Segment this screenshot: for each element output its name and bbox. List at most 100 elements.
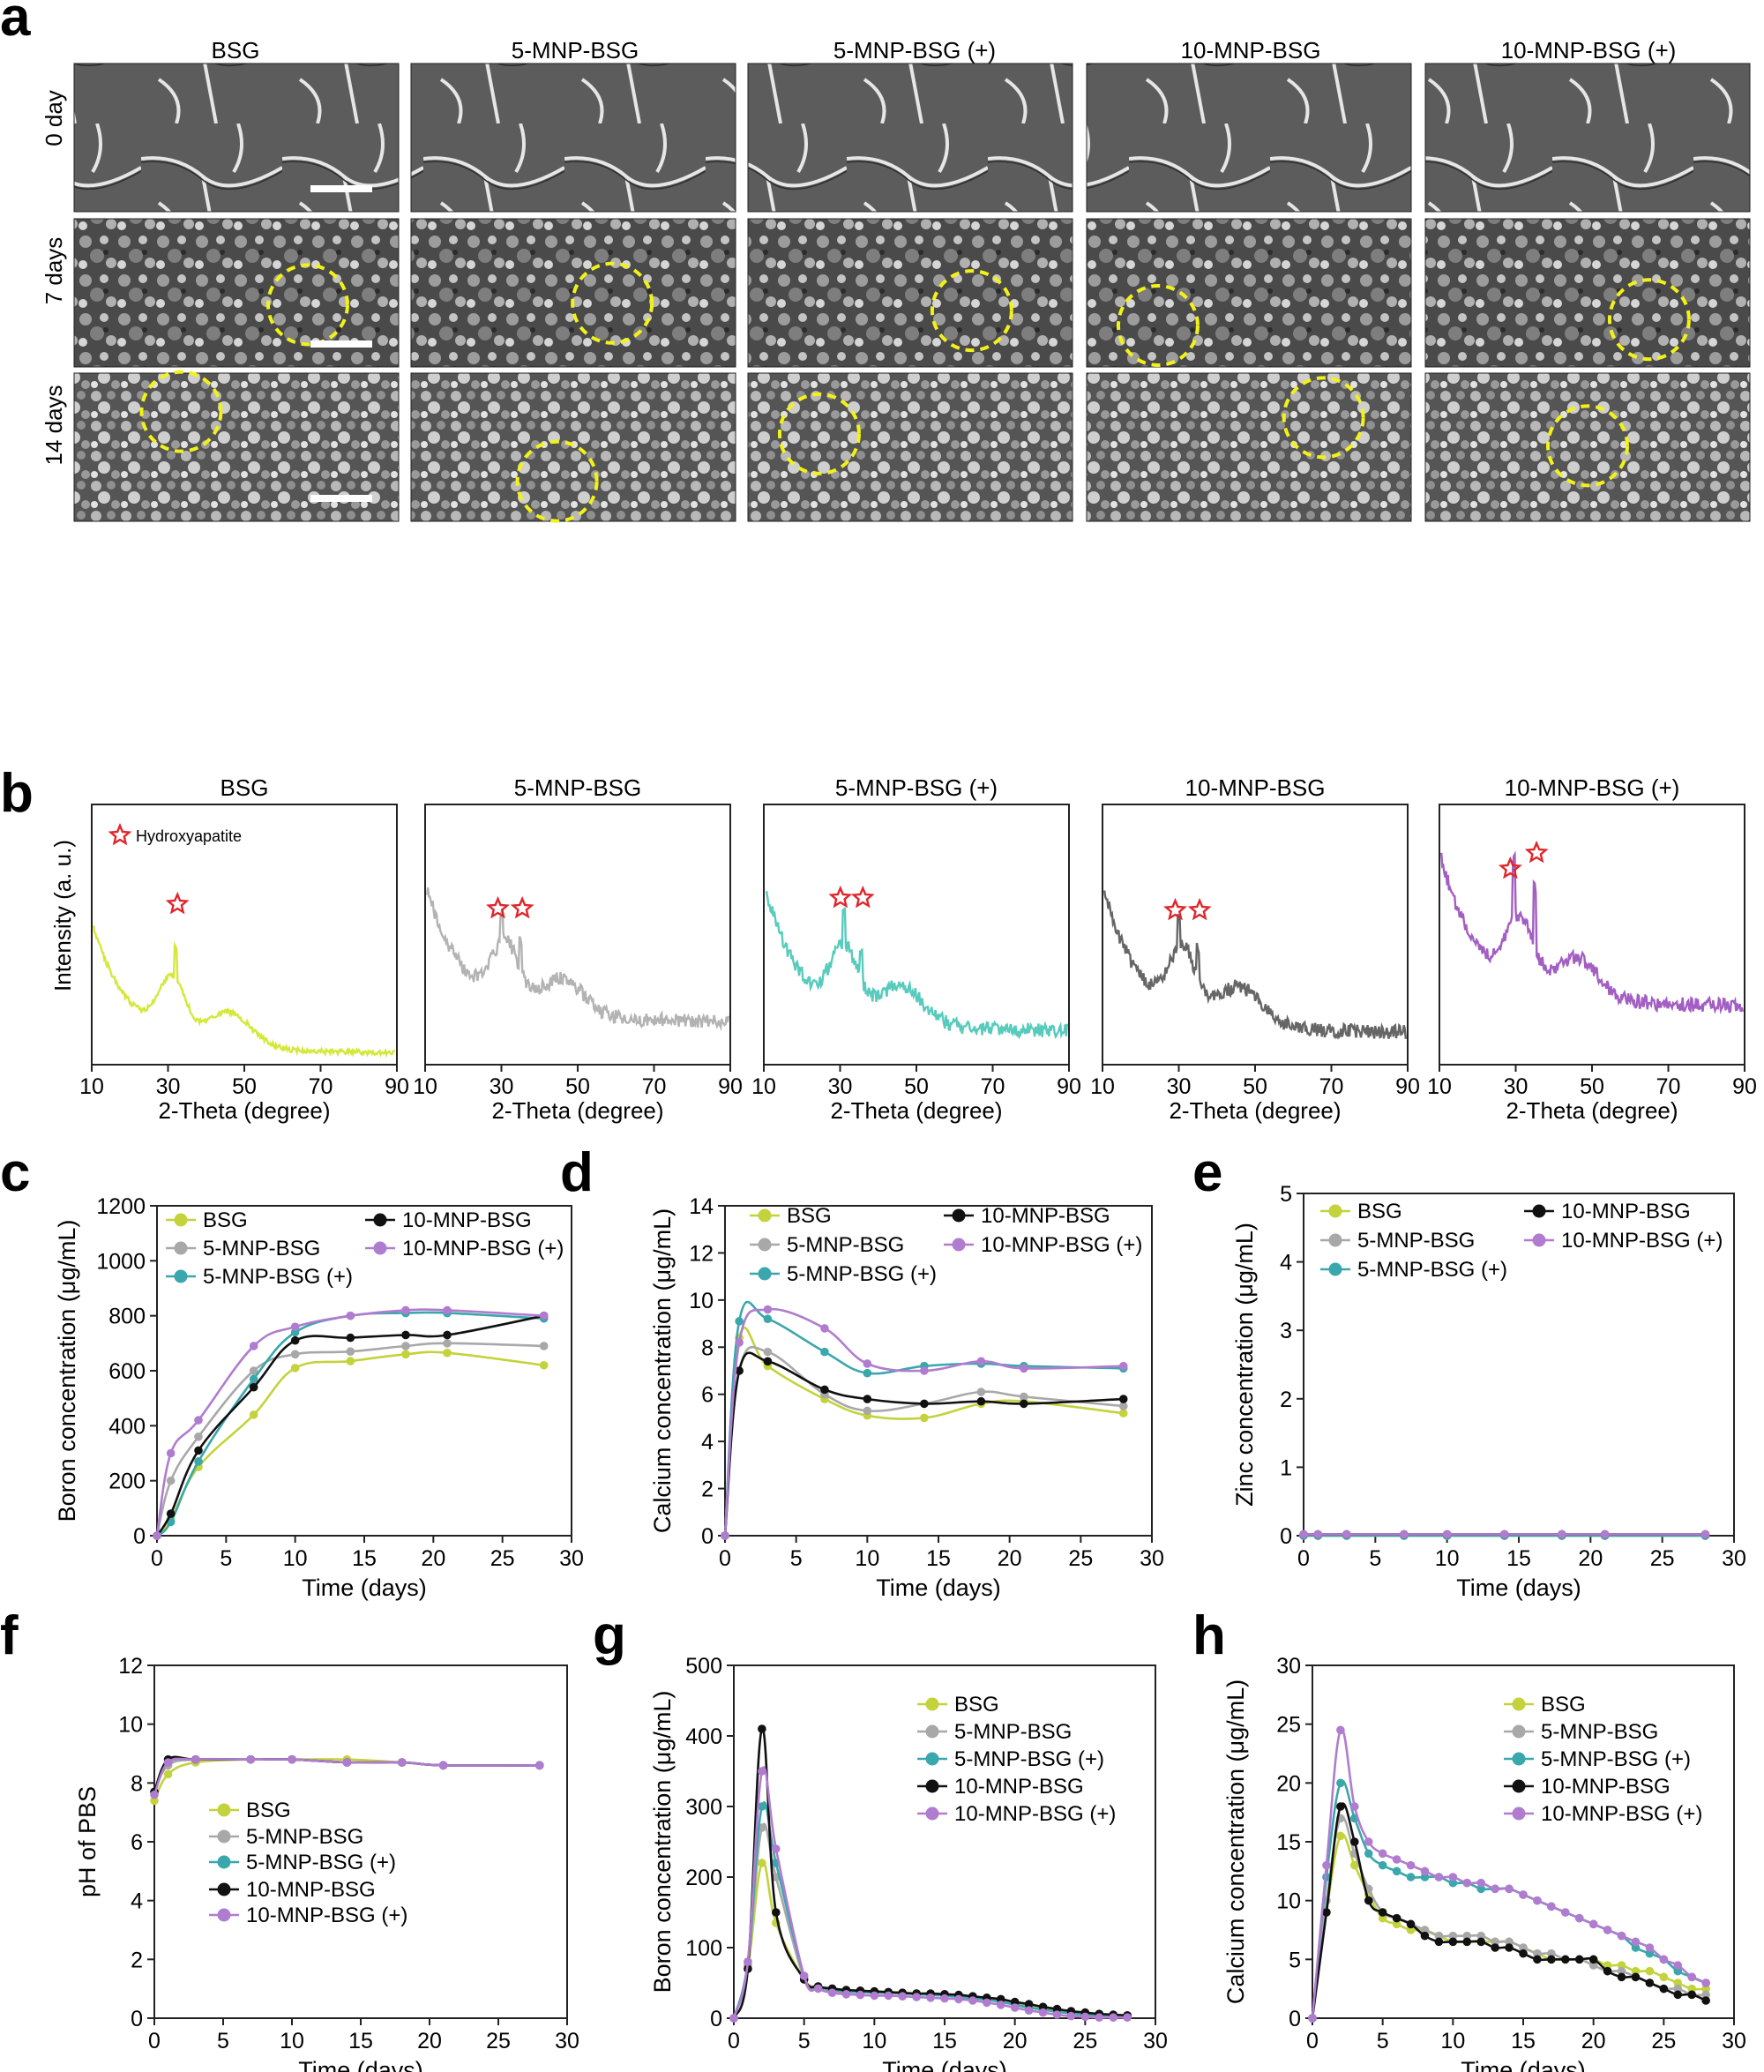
- hydroxyapatite-star-icon: [1163, 897, 1187, 921]
- legend-label: 10-MNP-BSG (+): [1541, 1802, 1702, 1826]
- y-tick-label: 800: [108, 1305, 146, 1329]
- xrd-title: 10-MNP-BSG: [1185, 774, 1326, 801]
- data-point: [1603, 1926, 1612, 1934]
- xrd-xlabel: 2-Theta (degree): [491, 1097, 663, 1124]
- data-point: [438, 1761, 448, 1770]
- legend-label: 10-MNP-BSG: [1561, 1200, 1691, 1223]
- data-point: [1476, 1931, 1485, 1941]
- x-tick-label: 15: [348, 2029, 373, 2053]
- legend-marker: [1328, 1233, 1342, 1247]
- y-tick-label: 2: [701, 1477, 714, 1502]
- data-point: [1673, 1966, 1683, 1976]
- legend-marker: [1328, 1204, 1342, 1218]
- hydroxyapatite-star-icon: [1498, 856, 1522, 879]
- data-point: [1299, 1530, 1308, 1539]
- highlight-circle: [1607, 278, 1691, 362]
- data-point: [1448, 1931, 1458, 1941]
- xrd-curve: [426, 887, 729, 1032]
- data-point: [401, 1350, 410, 1359]
- y-axis-label: Boron concentration (μg/mL): [54, 1220, 80, 1522]
- hydroxyapatite-star-icon: [1187, 897, 1212, 921]
- data-point: [1547, 1902, 1556, 1911]
- data-point: [1118, 1361, 1128, 1371]
- legend-label: 10-MNP-BSG (+): [402, 1237, 564, 1260]
- legend-marker: [217, 1829, 231, 1844]
- legend-marker: [217, 1803, 231, 1817]
- y-axis-label: Zinc concentration (μg/mL): [1231, 1223, 1258, 1507]
- x-tick-label: 20: [421, 1546, 445, 1571]
- data-point: [813, 1984, 823, 1993]
- x-tick-label: 0: [719, 1546, 731, 1571]
- sem-col-header: BSG: [212, 37, 260, 64]
- sem-col-header: 10-MNP-BSG: [1181, 37, 1321, 64]
- y-tick-label: 25: [1276, 1713, 1301, 1738]
- xrd-tick-label: 90: [1395, 1074, 1420, 1099]
- series-line: [732, 1822, 1128, 2019]
- data-point: [1617, 1931, 1626, 1941]
- y-tick-label: 30: [1276, 1654, 1301, 1679]
- panel-letter-a: a: [0, 0, 31, 48]
- data-point: [841, 1990, 851, 1999]
- data-point: [1603, 1961, 1612, 1970]
- data-point: [1118, 1395, 1128, 1403]
- chart-e: 0 5 10 15 20 25 30 0 1 2 3 4 5 Time (days) Zinc concen…: [1231, 1182, 1746, 1601]
- data-point: [976, 1357, 986, 1366]
- series-line: [723, 1300, 1124, 1537]
- xrd-tick-label: 90: [1732, 1074, 1757, 1099]
- x-tick-label: 20: [998, 1546, 1022, 1571]
- chart-h: 0 5 10 15 20 25 30 0 5 10 15 20 25 30 Time (days) Calci…: [1222, 1654, 1746, 2072]
- data-point: [758, 1802, 766, 1811]
- data-point: [721, 1531, 729, 1540]
- legend-marker: [373, 1213, 387, 1227]
- highlight-circle: [139, 370, 223, 453]
- data-point: [1645, 1943, 1655, 1952]
- data-point: [1406, 1860, 1416, 1870]
- legend-marker: [1532, 1204, 1546, 1218]
- x-tick-label: 15: [1506, 1546, 1531, 1571]
- data-point: [246, 1754, 256, 1764]
- data-point: [1505, 1937, 1514, 1947]
- data-point: [249, 1382, 258, 1392]
- data-point: [1617, 1966, 1626, 1976]
- data-point: [1519, 1943, 1528, 1952]
- data-point: [249, 1366, 258, 1375]
- data-point: [398, 1758, 407, 1767]
- y-tick-label: 4: [701, 1430, 714, 1455]
- data-point: [1420, 1866, 1430, 1876]
- y-tick-label: 1200: [96, 1194, 146, 1219]
- xrd-xlabel: 2-Theta (degree): [1506, 1097, 1678, 1124]
- sem-image: [410, 63, 736, 213]
- data-point: [194, 1446, 203, 1455]
- data-point: [443, 1305, 452, 1315]
- data-point: [1420, 1873, 1430, 1881]
- legend-marker: [174, 1241, 188, 1255]
- data-point: [1336, 1802, 1345, 1811]
- x-tick-label: 5: [217, 2029, 229, 2053]
- y-tick-label: 8: [131, 1771, 143, 1796]
- data-point: [799, 1971, 809, 1980]
- x-tick-label: 25: [1073, 2029, 1097, 2053]
- data-point: [1378, 1908, 1387, 1917]
- data-point: [763, 1305, 773, 1314]
- legend-marker: [1328, 1262, 1342, 1276]
- series-line: [732, 1801, 1128, 2019]
- series-line: [155, 1342, 544, 1537]
- chart-c: 0 5 10 15 20 25 30 0 200 400 600 800 1000 1200 Time (d…: [54, 1194, 584, 1601]
- data-point: [1631, 1972, 1641, 1982]
- legend-marker: [174, 1213, 188, 1227]
- data-point: [863, 1406, 872, 1416]
- legend-label: 10-MNP-BSG: [981, 1204, 1110, 1228]
- y-tick-label: 4: [1280, 1251, 1292, 1275]
- data-point: [1561, 1908, 1570, 1917]
- x-tick-label: 30: [1140, 1546, 1164, 1571]
- data-point: [1406, 1919, 1416, 1929]
- y-tick-label: 10: [689, 1289, 714, 1313]
- data-point: [290, 1350, 300, 1359]
- data-point: [1308, 2014, 1317, 2023]
- data-point: [401, 1342, 410, 1350]
- y-axis-label: Calcium concentration (μg/mL): [649, 1208, 676, 1533]
- y-tick-label: 200: [108, 1470, 146, 1494]
- highlight-circle: [265, 263, 349, 347]
- scale-bar: [310, 495, 372, 502]
